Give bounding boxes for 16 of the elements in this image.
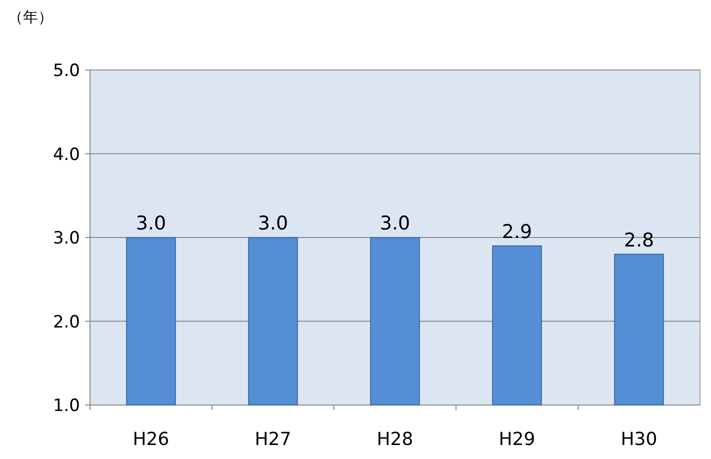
x-tick-label: H29 [498,429,536,450]
data-label: 3.0 [258,212,288,234]
x-tick-label: H26 [132,429,170,450]
data-label: 2.9 [502,220,532,243]
y-tick-label: 1.0 [52,396,80,416]
y-tick-label: 3.0 [52,228,80,248]
y-tick-label: 4.0 [52,144,80,165]
data-label: 3.0 [380,212,410,234]
x-tick-label: H27 [254,429,292,450]
y-axis-title: （年） [8,8,53,26]
x-tick-label: H30 [620,429,658,450]
x-tick-label: H28 [376,429,414,450]
y-tick-label: 5.0 [52,61,80,81]
y-tick-label: 2.0 [52,312,80,332]
data-label: 2.8 [624,229,654,252]
data-label: 3.0 [136,212,166,234]
